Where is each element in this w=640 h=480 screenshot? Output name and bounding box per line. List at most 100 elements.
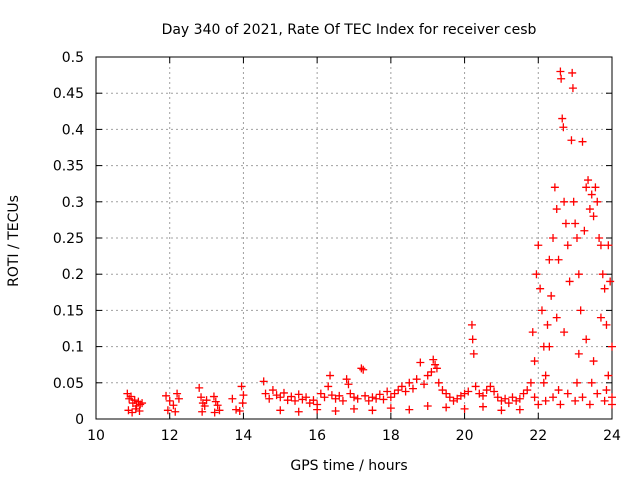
- data-point: [497, 406, 506, 415]
- data-point: [432, 364, 441, 373]
- data-point: [508, 393, 517, 402]
- data-point: [572, 378, 581, 387]
- data-point: [309, 396, 318, 405]
- data-point: [237, 382, 246, 391]
- data-point: [561, 219, 570, 228]
- data-point: [608, 342, 616, 351]
- data-point: [442, 403, 451, 412]
- data-point: [342, 375, 351, 384]
- data-point: [545, 342, 554, 351]
- data-point: [287, 392, 296, 401]
- data-point: [268, 386, 277, 395]
- data-point: [469, 349, 478, 358]
- data-point: [169, 401, 178, 410]
- x-tick-label: 16: [308, 428, 326, 444]
- y-tick-label: 0.15: [53, 303, 84, 319]
- data-point: [596, 241, 605, 250]
- data-point: [572, 234, 581, 242]
- data-point: [532, 270, 541, 279]
- data-point: [554, 386, 563, 395]
- data-point: [549, 234, 558, 242]
- data-point: [585, 400, 594, 409]
- data-point: [528, 328, 537, 337]
- data-point: [405, 378, 414, 387]
- data-point: [565, 277, 574, 286]
- data-point: [504, 399, 513, 408]
- data-point: [401, 387, 410, 396]
- data-point: [536, 284, 545, 293]
- data-point: [239, 391, 248, 400]
- x-tick-label: 12: [161, 428, 179, 444]
- data-point: [331, 407, 340, 416]
- data-point: [574, 349, 583, 358]
- data-point: [136, 400, 145, 409]
- data-point: [549, 393, 558, 402]
- y-tick-label: 0.35: [53, 159, 84, 175]
- data-point: [368, 393, 377, 402]
- data-point: [128, 408, 137, 417]
- data-point: [608, 393, 616, 402]
- data-point: [486, 382, 495, 391]
- data-point: [397, 382, 406, 391]
- data-point: [350, 404, 358, 413]
- data-point: [138, 399, 147, 408]
- data-point: [442, 389, 451, 398]
- data-point: [530, 357, 539, 366]
- x-tick-label: 24: [603, 428, 621, 444]
- data-point: [379, 395, 388, 404]
- axis-ticks: [95, 56, 613, 420]
- data-point: [350, 393, 358, 402]
- data-point: [372, 394, 381, 403]
- data-point: [534, 400, 543, 409]
- data-point: [567, 136, 576, 145]
- data-point: [568, 68, 577, 77]
- data-point: [585, 205, 594, 214]
- data-point: [265, 394, 274, 403]
- data-point: [490, 387, 499, 396]
- data-point: [569, 197, 578, 206]
- data-point: [386, 404, 395, 413]
- data-point: [198, 407, 207, 416]
- data-point: [602, 386, 611, 395]
- data-point: [600, 396, 609, 405]
- data-point: [580, 226, 589, 235]
- data-point: [523, 386, 532, 395]
- y-tick-label: 0.25: [53, 231, 84, 247]
- data-point: [197, 393, 206, 402]
- data-point: [353, 394, 362, 403]
- data-point: [228, 394, 237, 403]
- data-point: [606, 277, 615, 286]
- data-point: [294, 407, 303, 416]
- data-point: [534, 241, 543, 250]
- data-point: [552, 205, 561, 214]
- data-point: [213, 401, 222, 410]
- data-point: [313, 405, 322, 414]
- x-axis-title: GPS time / hours: [290, 458, 407, 474]
- data-point: [291, 396, 300, 405]
- data-point: [359, 365, 368, 374]
- data-point: [259, 377, 268, 386]
- data-point: [589, 357, 598, 366]
- data-point: [283, 396, 292, 405]
- data-point: [604, 371, 613, 380]
- data-point: [364, 396, 373, 405]
- data-point: [261, 389, 270, 398]
- data-point: [357, 364, 366, 373]
- data-point: [200, 401, 209, 410]
- x-tick-label: 10: [87, 428, 105, 444]
- data-point: [210, 408, 219, 417]
- data-point: [174, 394, 183, 403]
- data-point: [602, 320, 611, 329]
- data-point: [238, 399, 247, 408]
- data-point: [526, 378, 535, 387]
- data-point: [600, 284, 609, 293]
- data-point: [434, 378, 443, 387]
- data-point: [324, 382, 333, 391]
- data-point: [556, 67, 565, 76]
- data-points: [123, 67, 616, 417]
- data-point: [346, 389, 355, 398]
- data-point: [438, 386, 447, 395]
- data-point: [576, 306, 585, 315]
- data-point: [582, 183, 591, 192]
